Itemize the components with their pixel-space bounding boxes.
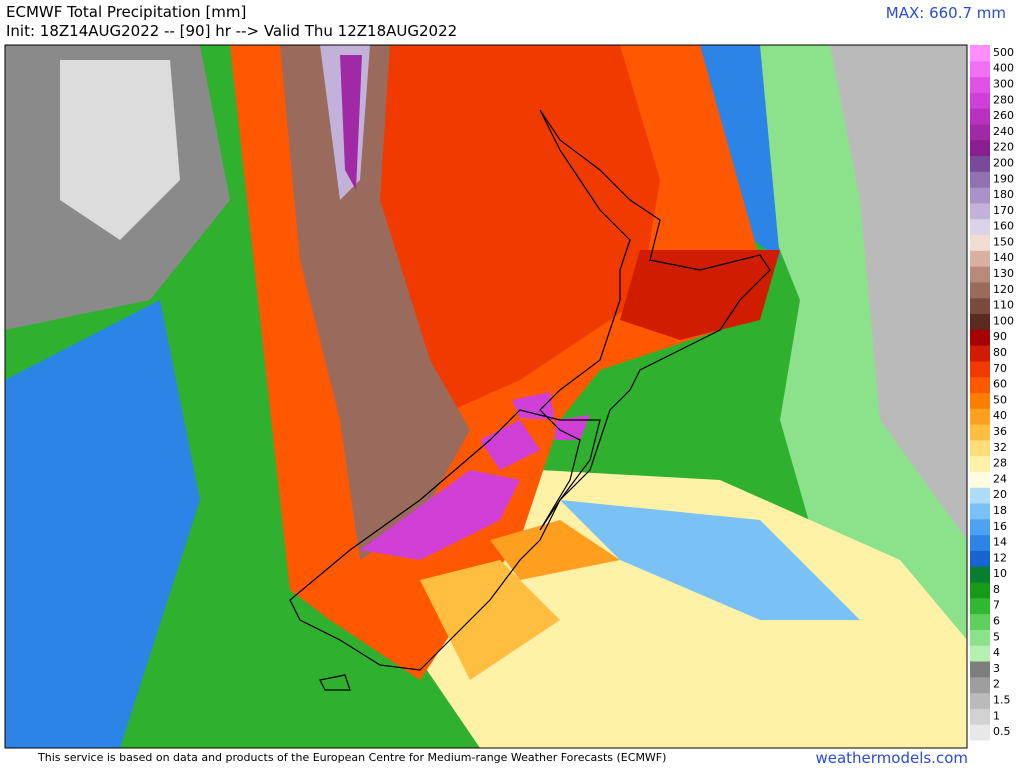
colorbar-label: 50	[993, 393, 1007, 406]
colorbar-swatch	[970, 424, 990, 441]
colorbar-label: 170	[993, 204, 1014, 217]
colorbar-label: 8	[993, 583, 1000, 596]
colorbar-swatch	[970, 629, 990, 646]
colorbar-swatch	[970, 281, 990, 299]
colorbar-label: 120	[993, 283, 1014, 296]
colorbar-swatch	[970, 218, 990, 236]
colorbar-label: 20	[993, 488, 1007, 501]
colorbar-label: 40	[993, 409, 1007, 422]
colorbar-label: 220	[993, 141, 1014, 154]
colorbar-swatch	[970, 471, 990, 488]
colorbar-label: 6	[993, 615, 1000, 628]
colorbar: 0.5 1 1.5 2 3 4 5 6 7 8 10 12 14 16 18 20 24 28 32 36 40 50 60…	[970, 45, 1014, 741]
colorbar-swatch	[970, 139, 990, 157]
max-value: MAX: 660.7 mm	[885, 4, 1006, 22]
coastline	[289, 109, 771, 691]
colorbar-label: 14	[993, 536, 1007, 549]
colorbar-swatch	[970, 123, 990, 141]
colorbar-label: 240	[993, 125, 1014, 138]
colorbar-label: 12	[993, 551, 1007, 564]
map-frame	[4, 44, 968, 749]
colorbar-label: 190	[993, 172, 1014, 185]
colorbar-swatch	[970, 266, 990, 283]
colorbar-swatch	[970, 60, 990, 78]
colorbar-swatch	[970, 392, 990, 409]
subtitle: Init: 18Z14AUG2022 -- [90] hr --> Valid …	[6, 22, 458, 40]
colorbar-label: 80	[993, 346, 1007, 359]
colorbar-label: 10	[993, 567, 1007, 580]
title: ECMWF Total Precipitation [mm]	[6, 3, 247, 21]
colorbar-swatch	[970, 534, 990, 551]
colorbar-label: 160	[993, 220, 1014, 233]
colorbar-label: 400	[993, 62, 1014, 75]
colorbar-label: 3	[993, 662, 1000, 675]
colorbar-label: 100	[993, 314, 1014, 327]
colorbar-swatch	[970, 297, 990, 315]
colorbar-label: 0.5	[993, 725, 1011, 738]
colorbar-swatch	[970, 408, 990, 425]
colorbar-swatch	[970, 724, 990, 741]
colorbar-label: 7	[993, 599, 1000, 612]
colorbar-swatch	[970, 171, 990, 188]
colorbar-swatch	[970, 503, 990, 520]
colorbar-label: 1	[993, 709, 1000, 722]
colorbar-label: 200	[993, 156, 1014, 169]
colorbar-swatch	[970, 692, 990, 709]
colorbar-swatch	[970, 518, 990, 536]
colorbar-swatch	[970, 487, 990, 504]
colorbar-swatch	[970, 155, 990, 172]
colorbar-label: 36	[993, 425, 1007, 438]
precip-field	[5, 45, 967, 748]
colorbar-label: 16	[993, 520, 1007, 533]
colorbar-swatch	[970, 329, 990, 346]
colorbar-label: 130	[993, 267, 1014, 280]
colorbar-label: 4	[993, 646, 1000, 659]
colorbar-label: 24	[993, 472, 1007, 485]
colorbar-swatch	[970, 45, 990, 62]
colorbar-label: 28	[993, 457, 1007, 470]
colorbar-label: 300	[993, 77, 1014, 90]
colorbar-swatch	[970, 234, 990, 251]
colorbar-label: 140	[993, 251, 1014, 264]
colorbar-swatch	[970, 455, 990, 472]
colorbar-swatch	[970, 92, 990, 109]
colorbar-swatch	[970, 345, 990, 362]
colorbar-label: 70	[993, 362, 1007, 375]
colorbar-swatch	[970, 250, 990, 267]
colorbar-label: 32	[993, 441, 1007, 454]
colorbar-label: 5	[993, 630, 1000, 643]
colorbar-swatch	[970, 645, 990, 662]
site-link[interactable]: weathermodels.com	[815, 749, 968, 767]
colorbar-swatch	[970, 613, 990, 630]
colorbar-swatch	[970, 676, 990, 694]
colorbar-swatch	[970, 582, 990, 599]
colorbar-label: 500	[993, 46, 1014, 59]
colorbar-swatch	[970, 661, 990, 678]
colorbar-swatch	[970, 360, 990, 378]
colorbar-swatch	[970, 202, 990, 220]
colorbar-label: 2	[993, 678, 1000, 691]
colorbar-swatch	[970, 187, 990, 204]
colorbar-swatch	[970, 376, 990, 393]
colorbar-swatch	[970, 108, 990, 125]
colorbar-label: 18	[993, 504, 1007, 517]
colorbar-swatch	[970, 439, 990, 457]
colorbar-label: 280	[993, 93, 1014, 106]
colorbar-swatch	[970, 566, 990, 583]
colorbar-swatch	[970, 708, 990, 725]
colorbar-label: 180	[993, 188, 1014, 201]
footer-credit: This service is based on data and produc…	[38, 751, 667, 764]
colorbar-swatch	[970, 597, 990, 615]
colorbar-label: 1.5	[993, 694, 1011, 707]
colorbar-label: 90	[993, 330, 1007, 343]
colorbar-label: 150	[993, 235, 1014, 248]
colorbar-label: 60	[993, 378, 1007, 391]
colorbar-swatch	[970, 76, 990, 93]
colorbar-label: 260	[993, 109, 1014, 122]
colorbar-label: 110	[993, 299, 1014, 312]
colorbar-swatch	[970, 550, 990, 567]
colorbar-swatch	[970, 313, 990, 330]
